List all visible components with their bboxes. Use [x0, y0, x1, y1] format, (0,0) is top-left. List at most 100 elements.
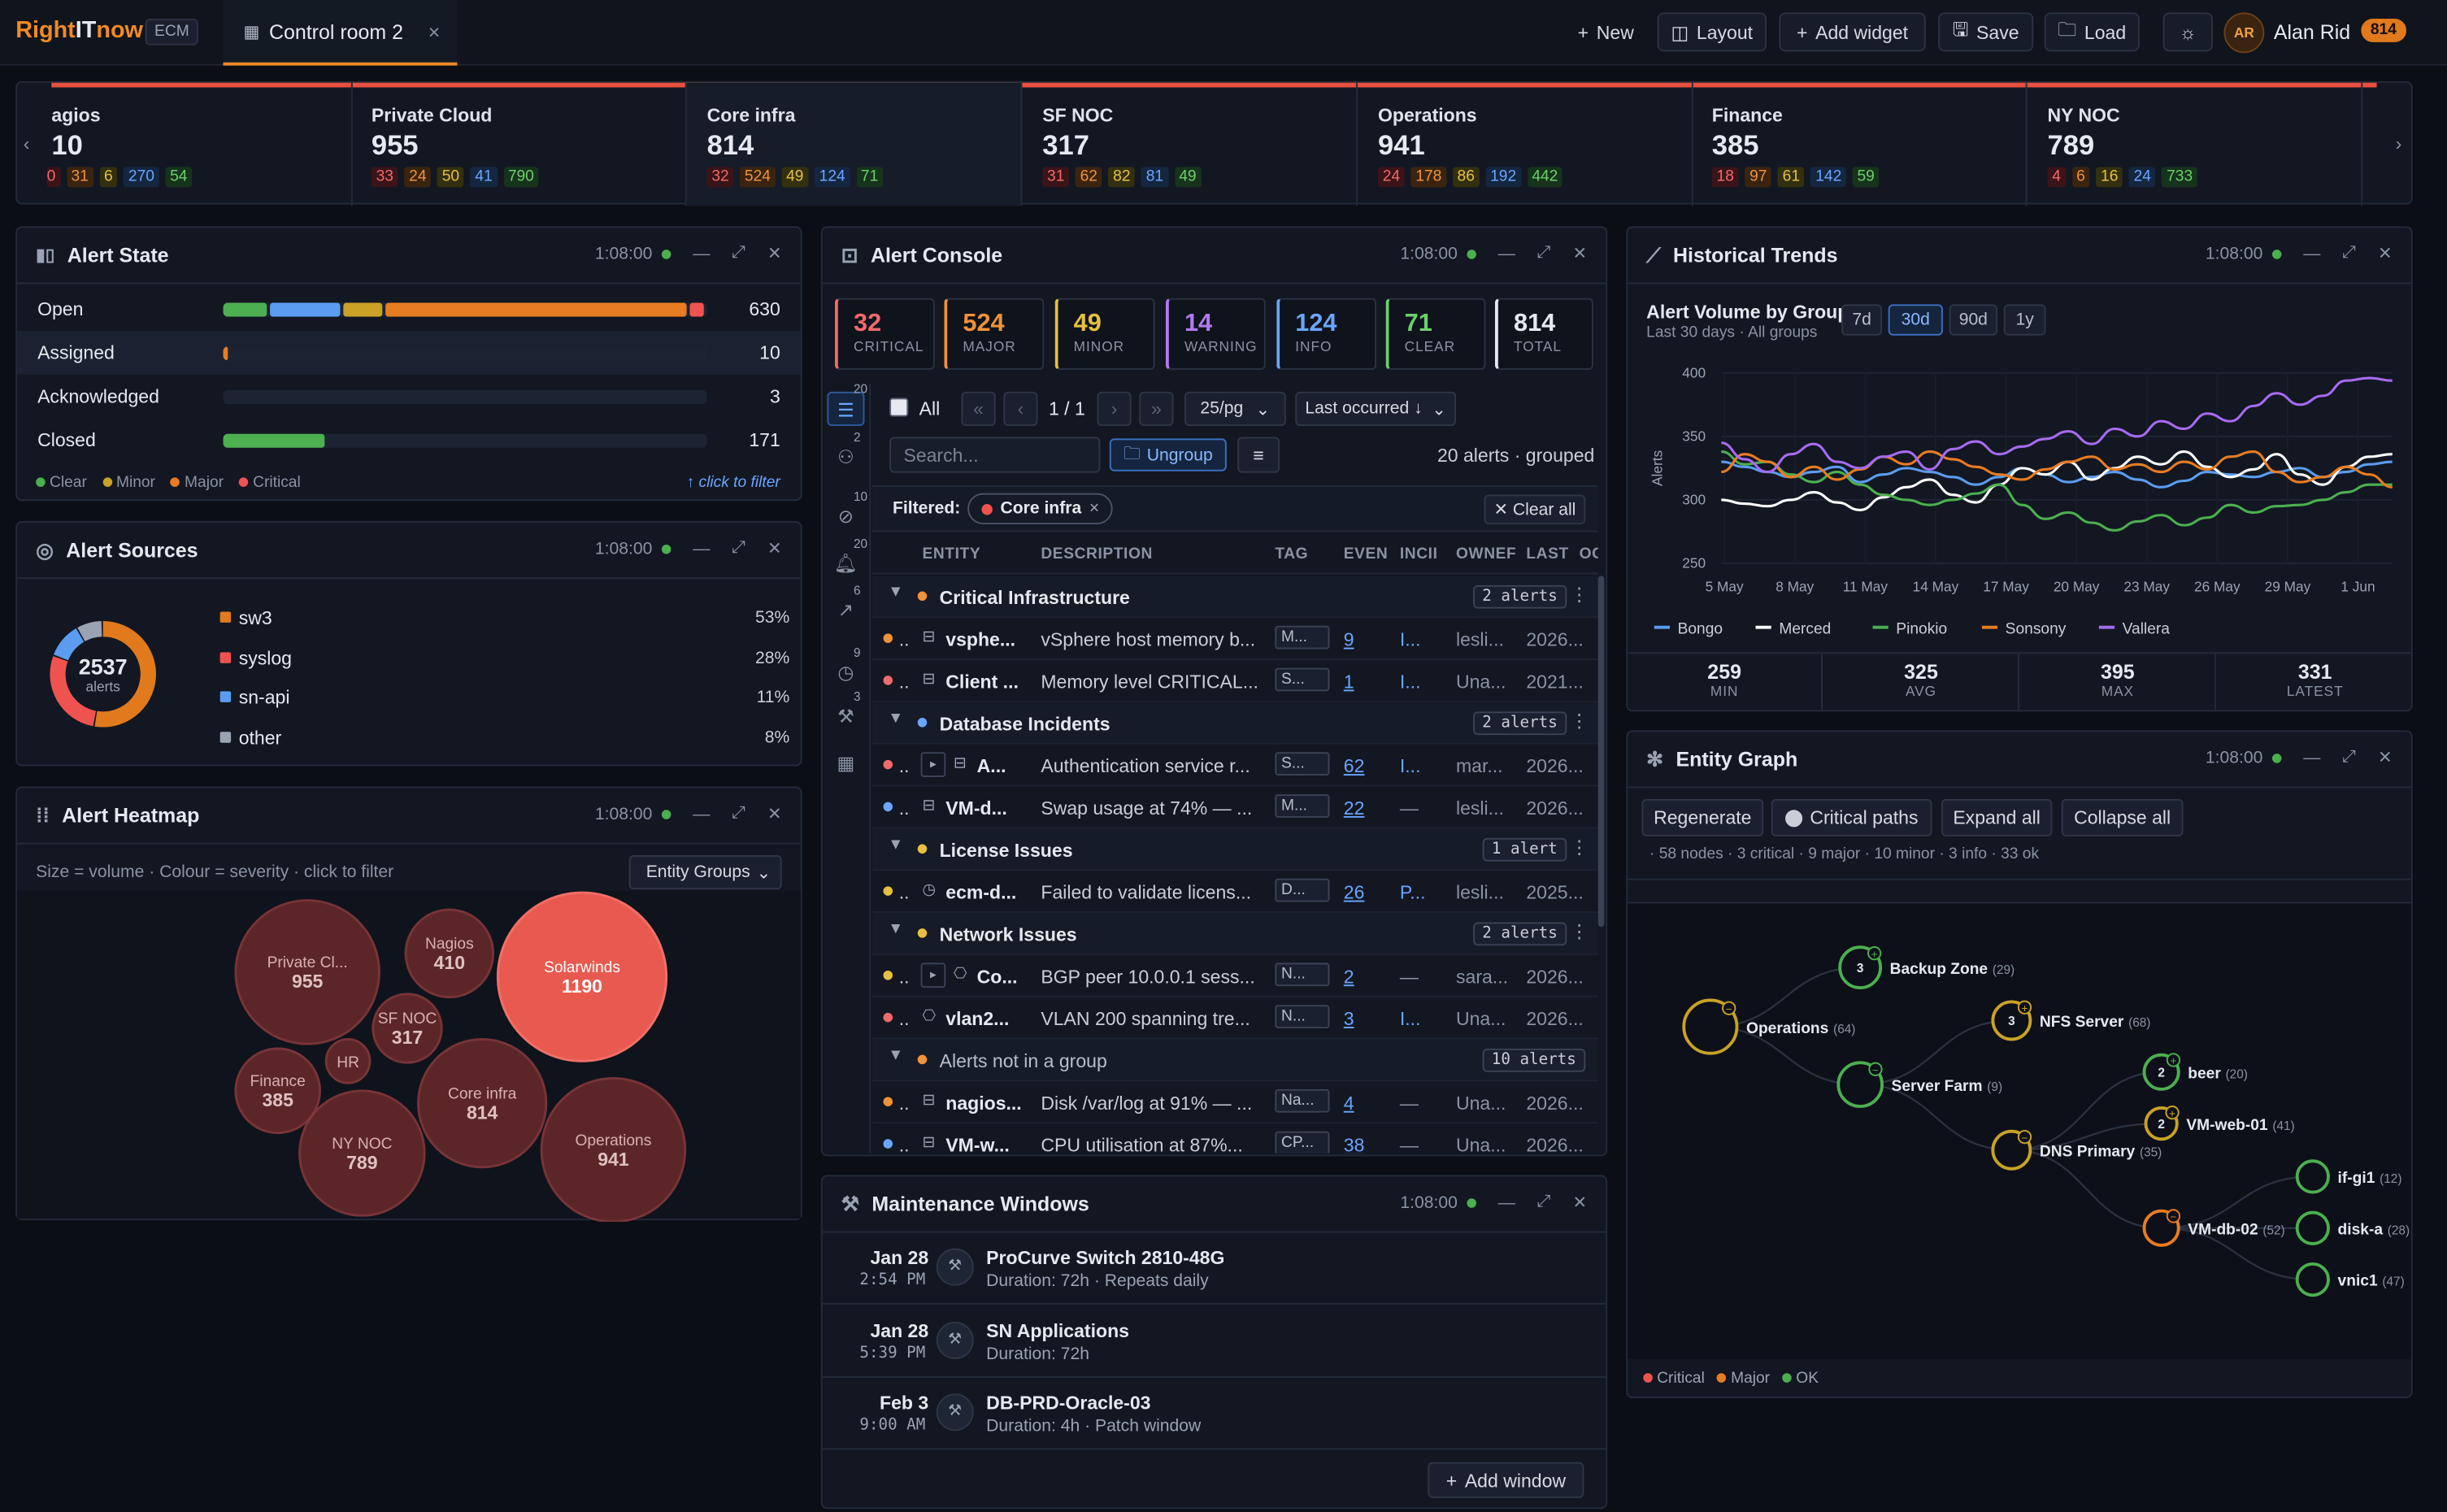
- bar-segment[interactable]: [689, 302, 704, 317]
- entity-groups-select[interactable]: Entity Groups ⌄: [628, 854, 782, 890]
- tab-control-room[interactable]: ▦ Control room 2 ×: [223, 0, 458, 66]
- legend-pinokio[interactable]: Pinokio: [1872, 620, 1948, 637]
- description-cell[interactable]: Failed to validate licens...: [1041, 881, 1252, 904]
- entity-cell[interactable]: VM-d...: [945, 797, 1007, 819]
- events-link[interactable]: 3: [1343, 1008, 1354, 1030]
- incident-cell[interactable]: —: [1399, 1134, 1419, 1154]
- expand-icon[interactable]: ⤢: [732, 243, 746, 263]
- scrollbar[interactable]: [1597, 576, 1605, 928]
- source-row-other[interactable]: other 8%: [219, 723, 790, 752]
- toggle-icon[interactable]: −: [1872, 1064, 1879, 1076]
- tag-cell[interactable]: S...: [1275, 667, 1330, 692]
- mw-name[interactable]: SN Applications: [986, 1319, 1129, 1341]
- toggle-icon[interactable]: +: [2022, 1002, 2028, 1015]
- column-owner[interactable]: OWNEF: [1455, 545, 1517, 563]
- minimize-icon[interactable]: —: [2303, 244, 2321, 263]
- severity-box-warning[interactable]: 14 WARNING: [1165, 298, 1266, 370]
- column-tag[interactable]: TAG: [1275, 545, 1309, 563]
- description-cell[interactable]: VLAN 200 spanning tre...: [1041, 1008, 1250, 1030]
- legend-bongo[interactable]: Bongo: [1654, 620, 1723, 637]
- maintenance-item[interactable]: Jan 28 2:54 PM ⚒ ProCurve Switch 2810-48G Du…: [822, 1232, 1606, 1305]
- incident-cell[interactable]: —: [1399, 966, 1419, 988]
- donut-slice-sw3[interactable]: [94, 621, 156, 728]
- range-30d[interactable]: 30d: [1888, 304, 1943, 336]
- collapse-icon[interactable]: ▼: [888, 836, 904, 854]
- legend-merced[interactable]: Merced: [1755, 620, 1832, 637]
- series-line-vallera[interactable]: [1721, 376, 2393, 474]
- expand-all-button[interactable]: Expand all: [1941, 798, 2053, 836]
- description-cell[interactable]: BGP peer 10.0.0.1 sess...: [1041, 966, 1255, 988]
- table-row[interactable]: .. ▸ ⎔ Co... BGP peer 10.0.0.1 sess... N... 2 —…: [872, 955, 1598, 997]
- close-icon[interactable]: ✕: [1572, 1193, 1588, 1213]
- incident-cell[interactable]: I...: [1399, 755, 1421, 777]
- select-all-checkbox[interactable]: [889, 398, 909, 417]
- toggle-icon[interactable]: −: [1726, 1003, 1732, 1015]
- incident-cell[interactable]: —: [1399, 1092, 1419, 1114]
- severity-box-clear[interactable]: 71 CLEAR: [1385, 298, 1486, 370]
- source-row-sn-api[interactable]: sn-api 11%: [219, 684, 790, 712]
- search-input[interactable]: Search...: [889, 437, 1101, 473]
- table-row[interactable]: .. ⊟ VM-w... CPU utilisation at 87%... CP...…: [872, 1123, 1598, 1154]
- maintenance-item[interactable]: Jan 28 5:39 PM ⚒ SN Applications Duration: 7…: [822, 1306, 1606, 1378]
- severity-box-info[interactable]: 124 INFO: [1276, 298, 1377, 370]
- chevron-left-icon[interactable]: ‹: [23, 133, 30, 155]
- legend-sonsony[interactable]: Sonsony: [1981, 620, 2067, 637]
- node-server-farm[interactable]: − Server Farm (9): [1836, 1061, 2002, 1108]
- entity-cell[interactable]: vsphe...: [945, 628, 1016, 651]
- column-entity[interactable]: ENTITY: [922, 545, 981, 563]
- bar-segment[interactable]: [223, 346, 228, 361]
- group-card[interactable]: SF NOC 317 31 62 82 81 49: [1022, 82, 1358, 206]
- severity-box-major[interactable]: 524 MAJOR: [944, 298, 1045, 370]
- toggle-icon[interactable]: +: [2169, 1107, 2175, 1119]
- entity-cell[interactable]: Client ...: [945, 671, 1019, 693]
- node-dns-primary[interactable]: −DNS Primary (35): [1991, 1129, 2162, 1171]
- toggle-icon[interactable]: −: [2022, 1132, 2028, 1144]
- wrench-icon[interactable]: ⚒: [837, 705, 854, 728]
- events-link[interactable]: 2: [1343, 966, 1354, 988]
- entity-cell[interactable]: Co...: [976, 966, 1018, 988]
- group-row[interactable]: ▼ Network Issues 2 alerts ⋮: [872, 912, 1598, 955]
- expand-icon[interactable]: ⤢: [2342, 747, 2357, 767]
- collapse-icon[interactable]: ▼: [888, 920, 904, 938]
- next-page-button[interactable]: ›: [1097, 391, 1132, 427]
- minimize-icon[interactable]: —: [1497, 1193, 1515, 1212]
- minimize-icon[interactable]: —: [1497, 244, 1515, 263]
- clear-all-button[interactable]: ✕ Clear all: [1484, 494, 1586, 524]
- group-card[interactable]: Core infra 814 32 524 49 124 71: [686, 82, 1023, 206]
- bar-segment[interactable]: [344, 302, 383, 317]
- table-row[interactable]: .. ◷ ecm-d... Failed to validate licens... D…: [872, 871, 1598, 913]
- incident-cell[interactable]: I...: [1399, 628, 1421, 651]
- legend-vallera[interactable]: Vallera: [2098, 620, 2170, 637]
- last-page-button[interactable]: »: [1139, 391, 1174, 427]
- mw-name[interactable]: ProCurve Switch 2810-48G: [986, 1246, 1225, 1269]
- close-icon[interactable]: ✕: [767, 245, 782, 264]
- more-icon[interactable]: ⋮: [1570, 710, 1589, 732]
- events-link[interactable]: 4: [1343, 1092, 1354, 1114]
- theme-toggle-button[interactable]: ☼: [2162, 12, 2213, 52]
- description-cell[interactable]: vSphere host memory b...: [1041, 628, 1256, 651]
- mw-name[interactable]: DB-PRD-Oracle-03: [986, 1392, 1151, 1414]
- bar-segment[interactable]: [385, 302, 687, 317]
- tag-cell[interactable]: M...: [1275, 625, 1330, 650]
- tag-cell[interactable]: M...: [1275, 794, 1330, 818]
- collapse-icon[interactable]: ▼: [888, 583, 904, 602]
- entity-graph[interactable]: − Operations (64) 3 + Backup Zone (29) 3 + NFS Se…: [1628, 902, 2411, 1358]
- events-link[interactable]: 1: [1343, 671, 1354, 693]
- escalate-icon[interactable]: ↗: [837, 599, 854, 622]
- per-page-select[interactable]: 25/pg ⌄: [1184, 391, 1286, 427]
- incident-cell[interactable]: —: [1399, 797, 1419, 819]
- table-row[interactable]: .. ⊟ nagios... Disk /var/log at 91% — ... Na…: [872, 1081, 1598, 1124]
- more-icon[interactable]: ⋮: [1570, 920, 1589, 943]
- list-icon[interactable]: ☰: [827, 391, 865, 427]
- description-cell[interactable]: Disk /var/log at 91% — ...: [1041, 1092, 1253, 1114]
- column-description[interactable]: DESCRIPTION: [1041, 545, 1153, 563]
- toggle-icon[interactable]: −: [2171, 1211, 2177, 1223]
- entity-cell[interactable]: A...: [976, 755, 1006, 777]
- layout-button[interactable]: ◫ Layout: [1657, 12, 1767, 52]
- group-card[interactable]: agios 10 0 31 6 270 54: [17, 82, 353, 206]
- save-button[interactable]: 🖫 Save: [1938, 12, 2034, 52]
- table-row[interactable]: .. ⎔ vlan2... VLAN 200 spanning tre... N... 3…: [872, 997, 1598, 1040]
